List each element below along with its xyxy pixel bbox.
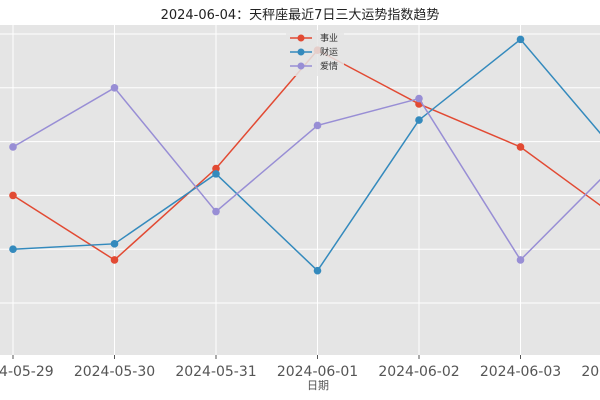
- data-point: [516, 35, 525, 44]
- legend-label: 财运: [320, 46, 338, 58]
- x-tick-label: 2024-06-03: [480, 364, 561, 380]
- x-tick-label: 2024-06-04: [581, 364, 600, 380]
- legend-label: 爱情: [320, 60, 338, 72]
- data-point: [9, 143, 17, 151]
- legend-marker: [297, 34, 305, 42]
- series-1: [9, 35, 600, 275]
- legend-marker: [297, 48, 305, 56]
- chart-title: 2024-06-04：天秤座最近7日三大运势指数趋势: [161, 7, 440, 23]
- data-point: [212, 170, 220, 178]
- data-point: [110, 256, 119, 264]
- data-point: [9, 245, 17, 253]
- data-point: [212, 164, 220, 173]
- x-tick-label: 2024-05-31: [175, 364, 256, 380]
- plot-area: [0, 25, 600, 355]
- data-point: [313, 266, 322, 275]
- legend-marker: [297, 62, 305, 70]
- legend-label: 事业: [320, 32, 338, 44]
- data-point: [516, 256, 525, 264]
- data-point: [313, 121, 322, 130]
- x-axis-label: 日期: [307, 379, 329, 392]
- data-point: [415, 116, 423, 124]
- data-point: [415, 94, 423, 103]
- x-tick-label: 2024-06-02: [378, 364, 459, 380]
- x-tick-label: 2024-05-29: [0, 364, 54, 380]
- x-tick-label: 2024-06-01: [277, 364, 358, 380]
- data-point: [516, 143, 525, 151]
- data-point: [9, 191, 17, 200]
- x-tick-label: 2024-05-30: [74, 364, 155, 380]
- data-point: [212, 207, 220, 216]
- series-2: [9, 84, 600, 264]
- data-point: [110, 84, 119, 92]
- data-point: [110, 240, 119, 248]
